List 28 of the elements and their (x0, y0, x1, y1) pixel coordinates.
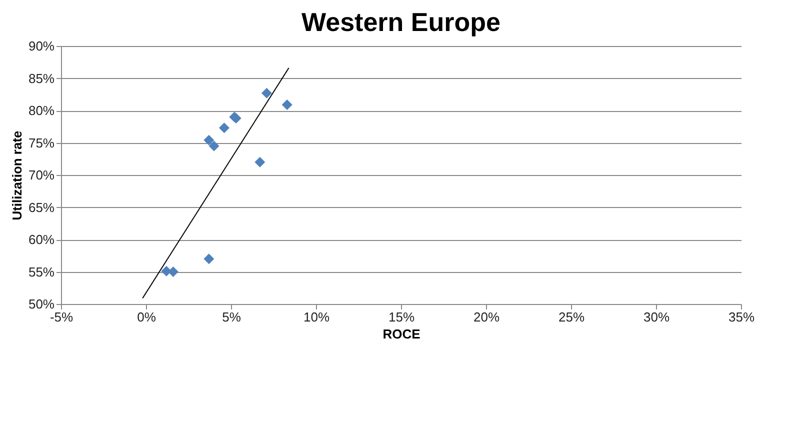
point (208, 140, 220, 152)
point (282, 99, 292, 110)
point (261, 88, 272, 98)
x-tick-label: 15% (388, 310, 415, 324)
y-tick-label: 90% (28, 38, 55, 54)
point (204, 134, 214, 146)
y-tick-label: 60% (28, 232, 55, 247)
y-tick-label: 65% (28, 200, 55, 215)
y-tick-label: 50% (28, 296, 55, 312)
x-tick-label: 0% (137, 310, 156, 324)
y-tick-label: 85% (28, 70, 55, 86)
y-tick-label: 70% (28, 168, 55, 182)
point (218, 122, 230, 134)
x-tick-label: 20% (473, 310, 500, 324)
x-tick-label: 30% (643, 310, 670, 324)
x-axis-title: ROCE (382, 326, 421, 342)
x-tick-label: 35% (728, 310, 755, 324)
chart-title: Western Europe (302, 7, 500, 37)
x-tick-label: 25% (558, 310, 585, 324)
x-tick-label: 5% (222, 310, 242, 324)
x-tick-label: 10% (303, 310, 330, 324)
y-axis-title: Utilization rate (9, 130, 24, 220)
y-tick-label: 80% (28, 103, 55, 118)
point (254, 156, 266, 168)
point (204, 254, 214, 264)
y-tick-label: 55% (28, 264, 55, 280)
y-tick-label: 75% (28, 135, 55, 150)
x-tick-label: -5% (50, 310, 74, 324)
